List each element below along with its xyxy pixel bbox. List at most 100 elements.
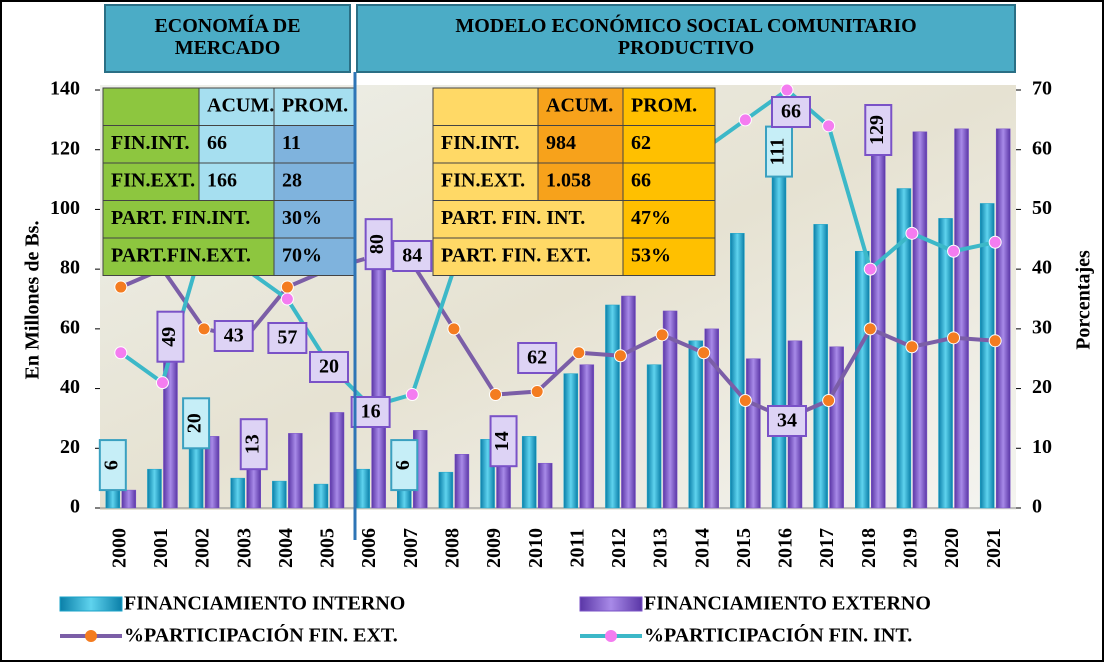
bar [105,489,121,509]
x-tick-label: 2016 [775,528,797,568]
legend-swatch [59,596,123,612]
marker [738,113,752,127]
bar [855,250,870,509]
bar [579,364,595,509]
table-text: FIN.INT. [111,132,190,154]
label-box [156,310,185,363]
x-tick-label: 2017 [816,528,838,568]
marker [447,322,461,336]
table-text: 53% [631,244,671,266]
bar [355,468,370,509]
marker [738,394,752,408]
table-header: PROM. [631,94,697,116]
label-box [239,418,268,471]
table-cell [622,162,716,201]
y2-tick-label: 10 [1032,436,1052,458]
label-box [489,415,518,468]
table-cell [537,125,624,164]
bar [438,471,454,509]
marker [905,226,919,240]
annotation: 16 [361,401,381,423]
x-tick-label: 2013 [650,528,672,568]
table-cell [198,87,275,126]
x-tick-label: 2018 [858,528,880,568]
legend-label: FINANCIAMIENTO EXTERNO [644,593,931,615]
table-text: 984 [546,132,576,154]
table-cell [622,125,716,164]
annotation-box [267,322,308,354]
marker [863,322,877,336]
table-text: 47% [631,207,671,229]
table-text: 70% [282,244,322,266]
bar [121,489,137,509]
y-tick-label: 60 [60,316,80,338]
y2-tick-label: 50 [1032,197,1052,219]
marker [947,331,961,345]
annotation-box [213,320,254,352]
y2-tick-label: 40 [1032,257,1052,279]
table-cell [102,125,200,164]
bar [688,340,703,509]
table-text: 66 [207,132,227,154]
y-label: En Millones de Bs. [22,221,44,380]
annotation: 57 [277,327,297,349]
table-cell [273,162,355,201]
bar [746,358,761,509]
x-tick-label: 2011 [566,529,588,568]
bar [371,268,386,509]
table-cell [432,200,624,239]
annotation-box [771,96,811,128]
bar [979,203,995,509]
y2-tick-label: 0 [1032,496,1042,518]
bar [246,468,261,509]
table-header: ACUM. [546,94,613,116]
table-header: ACUM. [207,94,274,116]
table-cell [432,87,539,126]
table-text: 166 [207,169,237,191]
annotation-box [767,405,807,437]
x-tick-label: 2004 [275,528,297,568]
data-label: 49 [158,327,180,347]
table-text: 28 [282,169,302,191]
bar [272,480,287,509]
label-box [364,218,393,271]
bar [397,489,412,509]
legend-swatch [605,630,617,642]
bar [646,364,662,509]
x-tick-label: 2010 [525,528,547,568]
table-cell [273,237,355,276]
chart-title: ECONOMÍA DE MERCADO [154,14,300,59]
bar [521,436,537,509]
marker [947,244,961,258]
bar [954,128,969,509]
marker [280,292,294,306]
bar [912,131,928,509]
annotation: 34 [777,410,797,432]
y2-tick-label: 30 [1032,316,1052,338]
table-text: 1.058 [546,169,591,191]
bar [537,462,553,509]
bar [288,433,303,509]
bar [871,122,886,509]
y-tick-label: 40 [60,376,80,398]
marker [155,376,169,390]
chart-title: MODELO ECONÓMICO SOCIAL COMUNITARIO PRODU… [455,13,916,59]
marker [405,388,419,402]
bar [496,465,511,509]
marker [197,322,211,336]
y2-tick-label: 70 [1032,78,1052,100]
table-cell [102,87,200,126]
x-tick-label: 2000 [108,528,130,568]
table-cell [622,87,716,126]
x-tick-label: 2021 [983,528,1005,568]
bar [662,310,678,509]
data-label: 13 [241,434,263,454]
table-cell [198,162,275,201]
label-box [864,104,893,156]
table-cell [622,200,716,239]
legend-label: FINANCIAMIENTO INTERNO [124,593,405,615]
bar [313,483,329,509]
table-text: 66 [631,169,651,191]
bar [147,468,162,509]
table-text: FIN.INT. [441,132,520,154]
